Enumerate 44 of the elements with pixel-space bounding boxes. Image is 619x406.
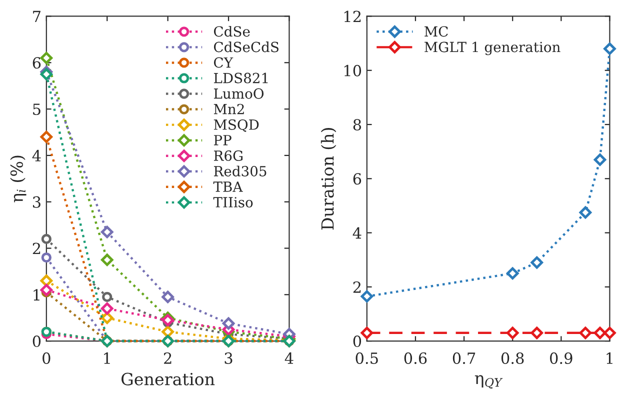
y-tick-label: 1 xyxy=(34,289,40,300)
x-tick-label: 2 xyxy=(164,352,172,364)
y-tick-label: 5 xyxy=(33,104,40,116)
y-tick-label: 2 xyxy=(32,242,40,254)
legend-label: Mn2 xyxy=(214,104,244,114)
y-axis-title: Duration (h) xyxy=(320,128,336,230)
x-tick-label: 0 xyxy=(42,352,50,364)
x-tick-label: 0.9 xyxy=(550,352,572,364)
y-tick-label: 7 xyxy=(33,10,40,22)
y-tick-label: 4 xyxy=(352,227,362,239)
legend-label: MC xyxy=(424,26,448,37)
legend-label: CdSe xyxy=(214,26,250,37)
y-tick-label: 3 xyxy=(33,196,40,208)
x-tick-label: 1 xyxy=(606,352,612,364)
x-tick-label: 0.5 xyxy=(356,352,378,364)
y-tick-label: 4 xyxy=(32,150,41,162)
legend-label: MSQD xyxy=(214,119,259,132)
y-tick-label: 0 xyxy=(353,336,362,348)
legend-label: TBA xyxy=(213,182,243,192)
legend-label: LumoO xyxy=(214,88,264,99)
x-tick-label: 3 xyxy=(224,352,232,364)
legend-label: Red305 xyxy=(214,166,266,176)
legend-label: TIIiso xyxy=(213,197,253,208)
legend-label: CY xyxy=(214,57,234,68)
y-axis-title: η$_{i}$ (%) xyxy=(10,156,26,202)
y-tick-label: 12 xyxy=(344,10,361,22)
y-tick-label: 6 xyxy=(32,57,41,69)
y-tick-label: 10 xyxy=(344,64,362,76)
x-tick-label: 0.6 xyxy=(404,352,427,364)
legend-label: LDS821 xyxy=(214,72,268,84)
legend-label: CdSeCdS xyxy=(214,41,278,52)
x-tick-label: 0.7 xyxy=(452,352,476,364)
x-tick-label: 0.8 xyxy=(501,352,524,364)
legend-label: R6G xyxy=(214,150,243,161)
y-tick-label: 0 xyxy=(32,336,41,348)
x-axis-title: η$_{QY}$ xyxy=(474,375,503,388)
legend-label: PP xyxy=(214,135,232,146)
x-tick-label: 1 xyxy=(104,352,110,364)
y-tick-label: 8 xyxy=(353,118,362,131)
x-tick-label: 4 xyxy=(284,352,294,364)
y-tick-label: 6 xyxy=(353,173,362,185)
x-axis-title: Generation xyxy=(122,372,215,386)
legend-label: MGLT 1 generation xyxy=(424,42,560,56)
y-tick-label: 2 xyxy=(353,281,361,293)
